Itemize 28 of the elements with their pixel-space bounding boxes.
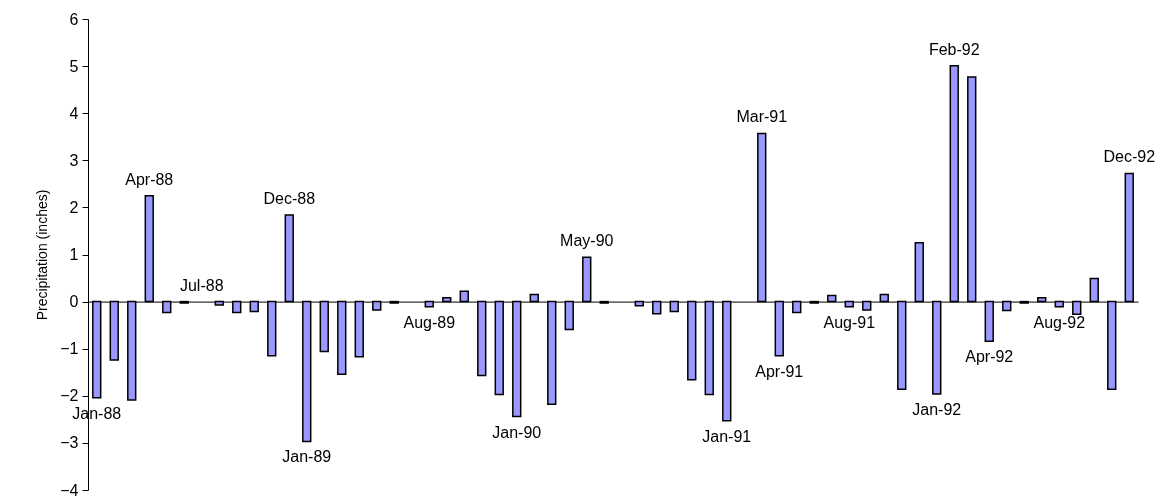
y-axis-title: Precipitation (inches) <box>34 189 51 321</box>
y-tick-label: 1 <box>69 246 79 263</box>
x-tick-label: Aug-89 <box>403 313 456 331</box>
y-tick-label: 5 <box>69 57 79 75</box>
x-tick-label: Jan-89 <box>282 448 332 466</box>
y-tick-label: −1 <box>60 340 79 358</box>
y-tick-label: 0 <box>69 293 79 311</box>
y-tick-label: 6 <box>69 10 79 28</box>
x-tick-label: May-90 <box>560 232 614 250</box>
y-tick-label: 2 <box>69 198 79 216</box>
x-tick-label: Feb-92 <box>928 40 980 58</box>
y-tick-label: −2 <box>60 387 79 405</box>
x-tick-label: Jul-88 <box>179 276 224 294</box>
y-tick-label: 3 <box>69 151 79 169</box>
y-tick-label: 4 <box>69 104 79 122</box>
x-tick-label: Apr-88 <box>125 170 174 188</box>
x-tick-label: Jan-90 <box>492 423 542 441</box>
x-tick-label: Mar-91 <box>736 108 788 126</box>
x-tick-label: Aug-92 <box>1033 313 1086 331</box>
x-tick-label: Apr-92 <box>965 348 1014 366</box>
x-tick-label: Jan-91 <box>702 427 752 445</box>
x-tick-label: Apr-91 <box>755 362 804 380</box>
y-tick-label: −4 <box>60 481 79 499</box>
x-tick-label: Dec-92 <box>1103 148 1156 166</box>
x-tick-label: Aug-91 <box>823 313 876 331</box>
x-tick-label: Dec-88 <box>263 189 316 207</box>
x-tick-label: Jan-92 <box>912 400 962 418</box>
y-tick-label: −3 <box>60 434 79 452</box>
